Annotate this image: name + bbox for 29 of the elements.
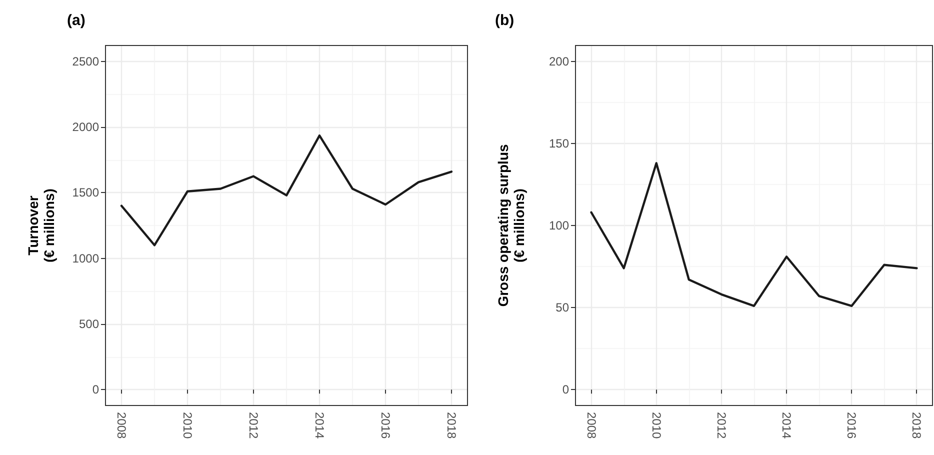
line-series <box>590 162 918 308</box>
y-tick-label: 50 <box>556 300 570 315</box>
chart-title: (a) <box>67 12 86 29</box>
x-tick-label: 2010 <box>649 412 664 440</box>
y-tick-label: 1500 <box>72 186 100 200</box>
x-tick-label: 2014 <box>780 412 794 440</box>
x-tick-label: 2012 <box>714 412 728 440</box>
x-tick-label: 2008 <box>114 412 128 440</box>
y-tick-label: 0 <box>562 382 570 397</box>
y-axis-title: Gross operating surplus (€ millions) <box>495 144 527 307</box>
chart-title: (b) <box>495 12 514 29</box>
x-tick-label: 2016 <box>844 412 859 440</box>
x-tick-label: 2018 <box>910 412 924 440</box>
y-tick-label: 1000 <box>72 251 100 266</box>
y-tick-label: 100 <box>548 218 570 232</box>
x-tick-label: 2014 <box>312 412 326 440</box>
x-tick-label: 2018 <box>444 412 458 440</box>
x-tick-label: 2008 <box>584 412 598 440</box>
y-tick-label: 150 <box>548 136 570 150</box>
x-tick-label: 2010 <box>180 412 194 440</box>
line-series <box>120 134 453 246</box>
y-tick-label: 2500 <box>72 54 100 68</box>
y-tick-label: 0 <box>92 382 100 397</box>
y-axis-title: Turnover (€ millions) <box>25 188 57 262</box>
y-tick-label: 500 <box>78 316 100 331</box>
y-tick-label: 2000 <box>72 120 100 134</box>
y-tick-label: 200 <box>548 54 570 68</box>
x-tick-label: 2016 <box>378 412 392 440</box>
x-tick-label: 2012 <box>246 412 260 440</box>
